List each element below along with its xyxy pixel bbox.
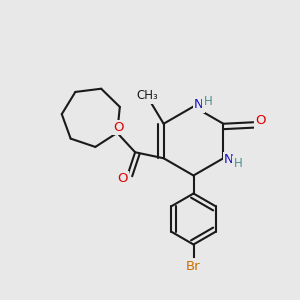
Text: N: N xyxy=(194,98,204,112)
Text: CH₃: CH₃ xyxy=(136,89,158,102)
Text: Br: Br xyxy=(186,260,201,273)
Text: O: O xyxy=(113,121,124,134)
Text: H: H xyxy=(203,94,212,108)
Text: O: O xyxy=(256,114,266,127)
Text: O: O xyxy=(117,172,128,185)
Text: H: H xyxy=(233,157,242,170)
Text: N: N xyxy=(224,153,234,166)
